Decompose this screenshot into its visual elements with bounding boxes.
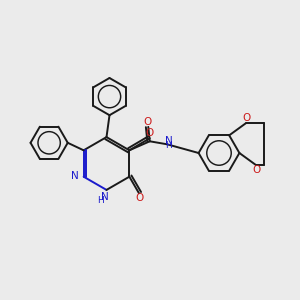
Text: O: O [136, 193, 144, 203]
Text: O: O [242, 113, 250, 123]
Text: H: H [165, 141, 172, 150]
Text: H: H [98, 196, 104, 205]
Text: N: N [101, 191, 109, 202]
Text: N: N [165, 136, 172, 146]
Text: N: N [71, 171, 79, 181]
Text: O: O [144, 117, 152, 127]
Text: O: O [145, 128, 154, 138]
Text: O: O [252, 165, 261, 175]
